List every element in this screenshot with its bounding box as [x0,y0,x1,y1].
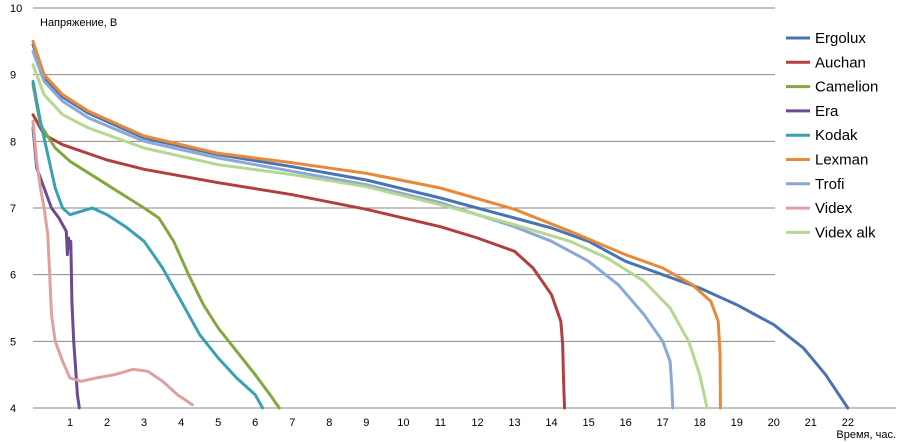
legend-label-videx: Videx [815,200,853,217]
x-axis-ticks: 1 2 3 4 5 6 7 8 9 10 11 12 13 14 15 16 17 18 19 20 21 22 [67,417,854,429]
x-tick-label-14: 14 [545,417,557,429]
y-axis-ticks: 4 5 6 7 8 9 10 [10,3,22,415]
x-tick-label-8: 8 [326,417,332,429]
x-tick-label-1: 1 [67,417,73,429]
y-tick-label-6: 6 [10,270,16,282]
legend-label-ergolux: Ergolux [815,30,866,47]
x-tick-label-22: 22 [842,417,854,429]
y-tick-label-4: 4 [10,403,16,415]
y-tick-label-7: 7 [10,203,16,215]
legend-label-camelion: Camelion [815,79,878,96]
x-tick-label-19: 19 [731,417,743,429]
legend-label-auchan: Auchan [815,54,866,71]
x-tick-label-18: 18 [694,417,706,429]
x-tick-label-10: 10 [397,417,409,429]
series-line-kodak [31,79,265,410]
y-tick-label-5: 5 [10,336,16,348]
series-line-ergolux [31,43,850,410]
series-line-videx-alk [31,63,709,410]
series-lines [31,39,850,410]
legend: Ergolux Auchan Camelion Era Kodak Lexman Trofi… [786,30,878,241]
legend-label-era: Era [815,103,839,120]
x-tick-label-9: 9 [363,417,369,429]
y-axis-title: Напряжение, В [40,17,117,29]
y-tick-label-8: 8 [10,136,16,148]
series-line-videx [31,119,194,407]
x-tick-label-12: 12 [471,417,483,429]
legend-label-lexman: Lexman [815,152,868,169]
x-tick-label-2: 2 [104,417,110,429]
series-line-camelion [31,83,281,410]
x-tick-label-7: 7 [289,417,295,429]
x-tick-label-16: 16 [619,417,631,429]
x-tick-label-5: 5 [215,417,221,429]
grid-lines [33,7,896,409]
x-tick-label-3: 3 [141,417,147,429]
x-tick-label-20: 20 [768,417,780,429]
legend-label-kodak: Kodak [815,127,858,144]
series-line-lexman [31,39,722,410]
x-tick-label-15: 15 [582,417,594,429]
y-tick-label-9: 9 [10,70,16,82]
x-tick-label-13: 13 [508,417,520,429]
x-tick-label-6: 6 [252,417,258,429]
legend-label-videx-alk: Videx alk [815,224,876,241]
x-tick-label-21: 21 [805,417,817,429]
x-tick-label-4: 4 [178,417,184,429]
x-tick-label-17: 17 [657,417,669,429]
x-tick-label-11: 11 [435,417,446,429]
x-axis-title: Время, час. [836,429,896,441]
legend-label-trofi: Trofi [815,176,844,193]
y-tick-label-10: 10 [10,3,22,15]
series-line-auchan [31,113,566,410]
series-line-era [31,126,81,410]
